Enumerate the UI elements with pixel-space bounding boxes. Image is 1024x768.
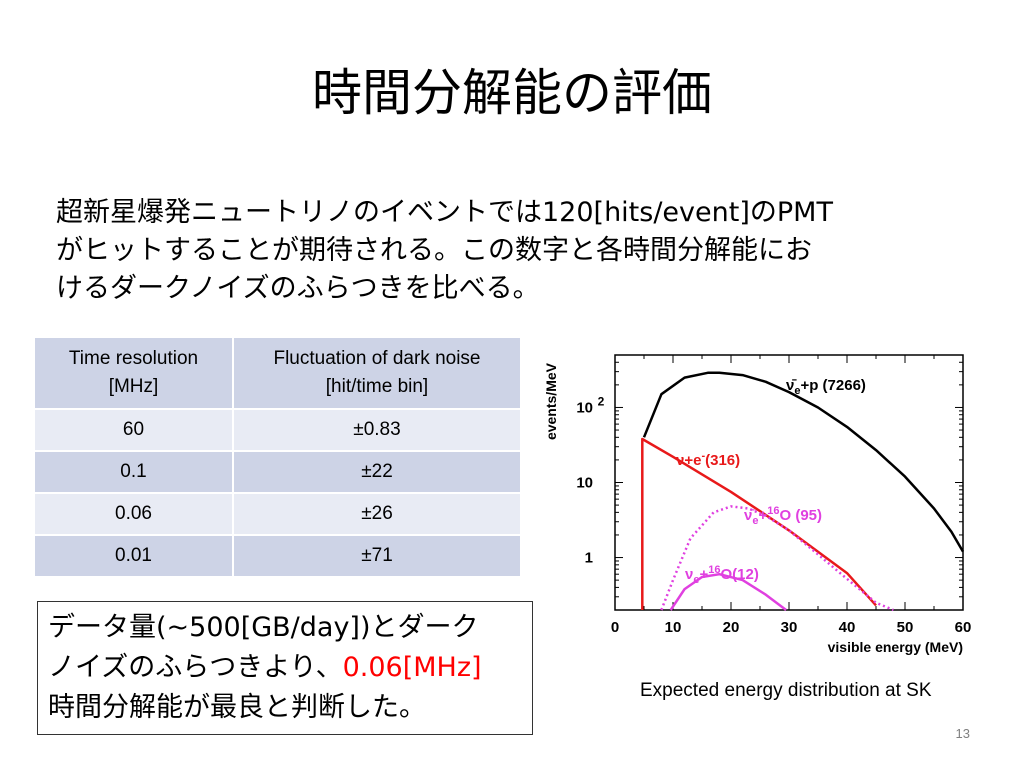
series-label-part: e — [693, 574, 699, 586]
series-label-part: (316) — [705, 452, 740, 469]
cell-fluctuation: ±22 — [232, 450, 522, 494]
conclusion-line-2: ノイズのふらつきより、0.06[MHz] — [48, 652, 482, 683]
cell-resolution: 0.1 — [33, 450, 234, 494]
slide-title: 時間分解能の評価 — [312, 64, 712, 122]
energy-distribution-chart: 0 10 20 30 40 50 60 1 10 10 2 visible energy (MeV) e… — [540, 345, 1010, 670]
conclusion-line-3: 時間分解能が最良と判断した。 — [48, 692, 426, 723]
conclusion-line-1: データ量(~500[GB/day])とダーク — [48, 612, 479, 643]
resolution-table: Time resolution [MHz] Fluctuation of dar… — [33, 336, 522, 578]
y-tick-superscript: 2 — [598, 394, 605, 408]
cell-resolution: 0.01 — [33, 534, 234, 578]
table-row: 60 ±0.83 — [33, 408, 522, 452]
x-tick-label: 0 — [611, 619, 619, 636]
cell-resolution: 60 — [33, 408, 234, 452]
series-label-1: ν+e-(316) — [676, 450, 740, 469]
intro-line-3: けるダークノイズのふらつきを比べる。 — [56, 273, 540, 304]
y-tick-label: 10 — [576, 475, 593, 492]
series-label-part: + — [699, 566, 708, 583]
x-axis-label: visible energy (MeV) — [828, 639, 963, 655]
series-line-3 — [669, 572, 787, 611]
intro-text: 超新星爆発ニュートリノのイベントでは120[hits/event]のPMT がヒ… — [56, 194, 936, 308]
y-tick-label: 1 — [585, 550, 593, 567]
series-label-part: 16 — [767, 505, 779, 517]
series-label-2: ν̄e+16O (95) — [744, 505, 822, 527]
series-label-0: ν̄e+p (7266) — [786, 377, 866, 397]
cell-resolution: 0.06 — [33, 492, 234, 536]
y-axis-label: events/MeV — [543, 362, 559, 440]
page-number: 13 — [955, 726, 970, 741]
series-label-part: e — [752, 515, 758, 527]
series-label-part: O(12) — [720, 566, 758, 583]
series-label-part: e — [794, 385, 800, 397]
conclusion-box: データ量(~500[GB/day])とダーク ノイズのふらつきより、0.06[M… — [37, 601, 533, 735]
x-tick-label: 50 — [897, 619, 914, 636]
y-tick-label: 10 — [576, 399, 593, 416]
table-row: 0.01 ±71 — [33, 534, 522, 578]
table-row: 0.1 ±22 — [33, 450, 522, 494]
cell-fluctuation: ±0.83 — [232, 408, 522, 452]
series-label-part: 16 — [708, 564, 720, 576]
intro-line-2: がヒットすることが期待される。この数字と各時間分解能にお — [56, 235, 812, 266]
x-tick-label: 20 — [723, 619, 740, 636]
table-row: 0.06 ±26 — [33, 492, 522, 536]
intro-line-1: 超新星爆発ニュートリノのイベントでは120[hits/event]のPMT — [56, 197, 833, 228]
series-line-2 — [660, 505, 894, 612]
series-label-part: +p (7266) — [800, 377, 865, 394]
table-header-row: Time resolution [MHz] Fluctuation of dar… — [33, 336, 522, 410]
cell-fluctuation: ±26 — [232, 492, 522, 536]
chart-caption: Expected energy distribution at SK — [640, 680, 932, 701]
series-label-part: O (95) — [779, 507, 822, 524]
chart-svg: 0 10 20 30 40 50 60 1 10 10 2 visible energy (MeV) e… — [543, 354, 972, 655]
x-tick-label: 40 — [839, 619, 856, 636]
series-label-part: + — [758, 507, 767, 524]
series-label-part: ν̄ — [786, 377, 797, 394]
x-tick-label: 10 — [665, 619, 682, 636]
series-label-part: ν — [685, 566, 693, 583]
x-tick-label: 60 — [955, 619, 972, 636]
x-tick-label: 30 — [781, 619, 798, 636]
cell-fluctuation: ±71 — [232, 534, 522, 578]
series-label-part: ν+e — [676, 452, 701, 469]
header-dark-noise: Fluctuation of dark noise [hit/time bin] — [232, 336, 522, 410]
series-label-part: ν̄ — [744, 507, 755, 524]
header-time-resolution: Time resolution [MHz] — [33, 336, 234, 410]
series-line-1 — [641, 437, 877, 610]
series-label-3: νe+16O(12) — [685, 564, 759, 586]
highlight-resolution: 0.06[MHz] — [342, 652, 482, 683]
series-label-part: - — [701, 450, 705, 462]
series-line-0 — [642, 371, 965, 553]
